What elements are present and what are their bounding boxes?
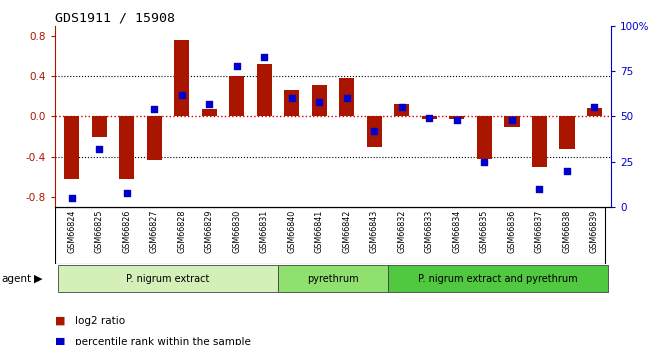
- Point: [177, 92, 187, 97]
- Point: [590, 105, 600, 110]
- Point: [287, 96, 297, 101]
- Point: [94, 146, 105, 152]
- Point: [314, 99, 324, 105]
- Bar: [504, 117, 519, 127]
- Bar: [449, 117, 465, 119]
- Point: [122, 190, 132, 195]
- Text: GSM66837: GSM66837: [535, 210, 544, 253]
- Point: [204, 101, 214, 107]
- Text: GSM66841: GSM66841: [315, 210, 324, 253]
- Bar: [422, 117, 437, 119]
- Bar: [339, 78, 354, 117]
- Bar: [278, 265, 388, 292]
- Text: GSM66826: GSM66826: [122, 210, 131, 253]
- Point: [479, 159, 489, 165]
- Point: [452, 117, 462, 123]
- Bar: [64, 117, 79, 179]
- Bar: [119, 117, 135, 179]
- Text: GSM66836: GSM66836: [508, 210, 517, 253]
- Bar: [58, 265, 278, 292]
- Text: GSM66843: GSM66843: [370, 210, 379, 253]
- Point: [507, 117, 517, 123]
- Bar: [477, 117, 492, 159]
- Bar: [174, 40, 189, 117]
- Bar: [395, 104, 410, 117]
- Point: [396, 105, 407, 110]
- Bar: [147, 117, 162, 160]
- Text: GSM66827: GSM66827: [150, 210, 159, 253]
- Bar: [284, 90, 300, 117]
- Point: [534, 186, 545, 192]
- Text: GSM66830: GSM66830: [232, 210, 241, 253]
- Bar: [312, 85, 327, 117]
- Text: GSM66825: GSM66825: [95, 210, 104, 253]
- Bar: [367, 117, 382, 147]
- Text: agent: agent: [1, 274, 31, 284]
- Point: [369, 128, 380, 134]
- Bar: [587, 108, 602, 117]
- Text: P. nigrum extract and pyrethrum: P. nigrum extract and pyrethrum: [419, 274, 578, 284]
- Text: GSM66834: GSM66834: [452, 210, 462, 253]
- Bar: [202, 109, 217, 117]
- Text: log2 ratio: log2 ratio: [75, 316, 125, 326]
- Text: GSM66833: GSM66833: [425, 210, 434, 253]
- Text: P. nigrum extract: P. nigrum extract: [126, 274, 210, 284]
- Text: ■: ■: [55, 337, 66, 345]
- Text: GSM66828: GSM66828: [177, 210, 187, 253]
- Text: GSM66831: GSM66831: [260, 210, 269, 253]
- Text: GSM66840: GSM66840: [287, 210, 296, 253]
- Text: pyrethrum: pyrethrum: [307, 274, 359, 284]
- Text: GSM66838: GSM66838: [562, 210, 571, 253]
- Text: GSM66824: GSM66824: [67, 210, 76, 253]
- Text: GSM66842: GSM66842: [343, 210, 352, 253]
- Bar: [229, 76, 244, 117]
- Point: [66, 195, 77, 201]
- Text: GSM66835: GSM66835: [480, 210, 489, 253]
- Bar: [532, 117, 547, 167]
- Bar: [257, 64, 272, 117]
- Point: [562, 168, 572, 174]
- Text: ■: ■: [55, 316, 66, 326]
- Point: [231, 63, 242, 68]
- Point: [259, 54, 270, 59]
- Bar: [92, 117, 107, 137]
- Bar: [388, 265, 608, 292]
- Point: [342, 96, 352, 101]
- Text: GSM66832: GSM66832: [397, 210, 406, 253]
- Text: GDS1911 / 15908: GDS1911 / 15908: [55, 12, 176, 25]
- Bar: [560, 117, 575, 149]
- Text: GSM66829: GSM66829: [205, 210, 214, 253]
- Point: [149, 106, 159, 112]
- Point: [424, 116, 435, 121]
- Text: percentile rank within the sample: percentile rank within the sample: [75, 337, 251, 345]
- Text: ▶: ▶: [34, 274, 42, 284]
- Text: GSM66839: GSM66839: [590, 210, 599, 253]
